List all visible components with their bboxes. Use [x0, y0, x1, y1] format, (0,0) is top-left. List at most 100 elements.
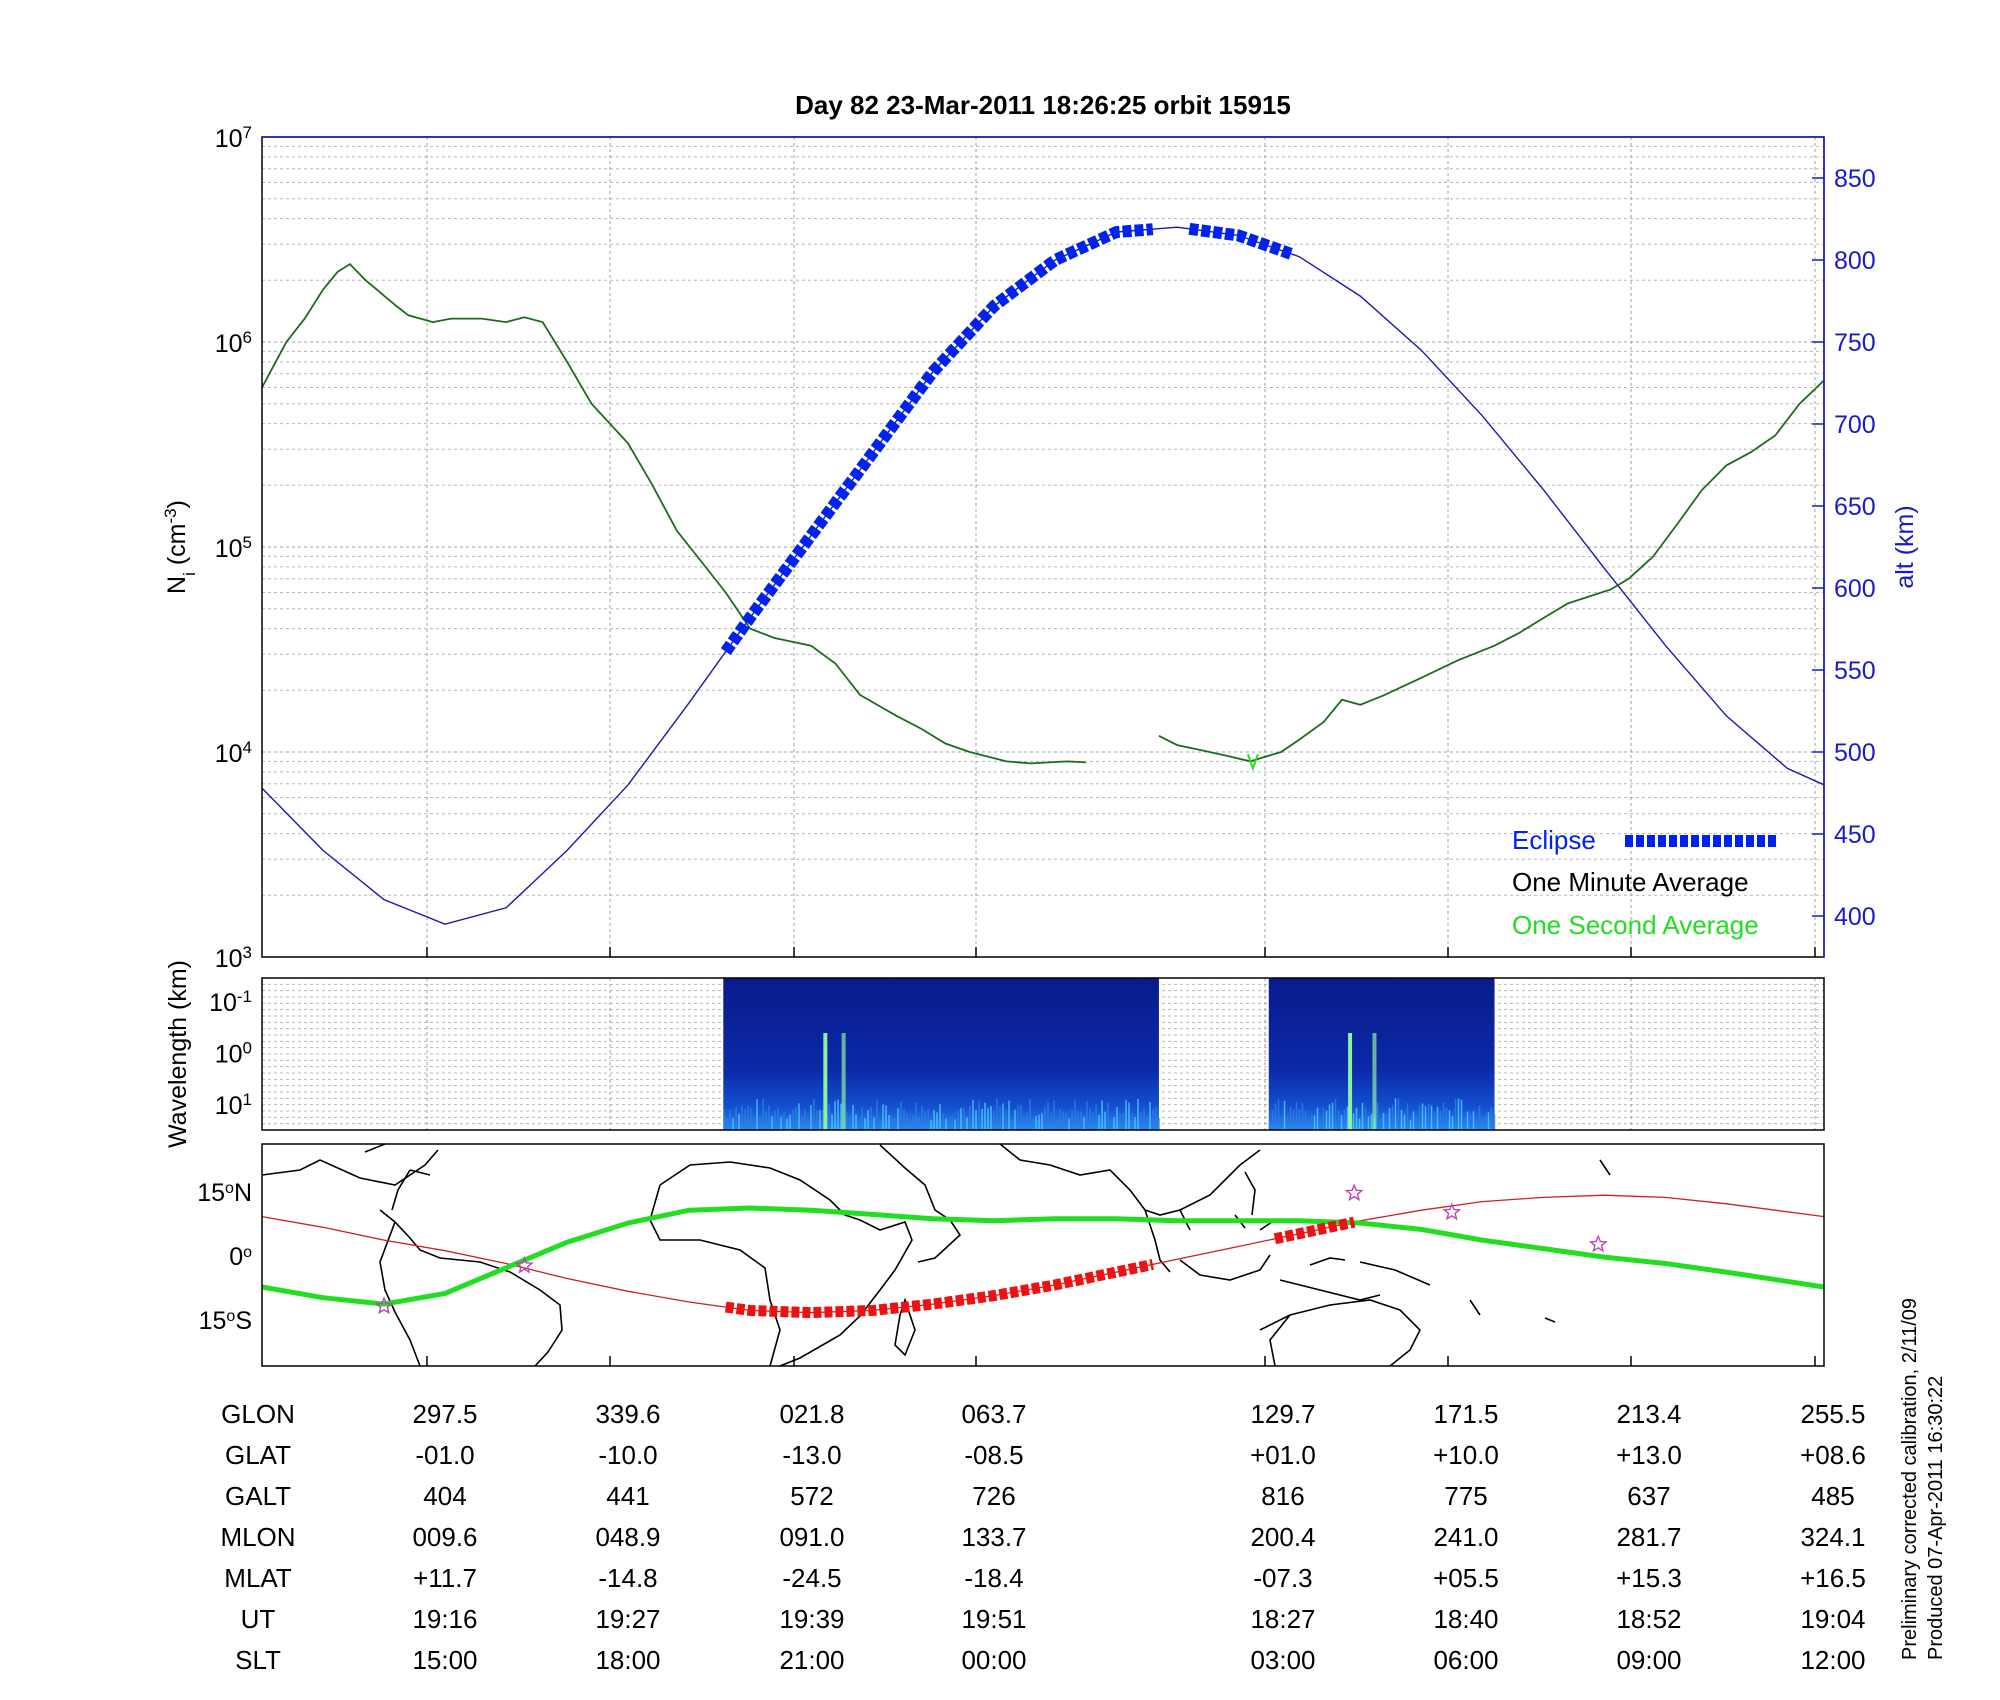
- table-row-label: GLON: [221, 1399, 295, 1429]
- spectrogram-texture: [1319, 1118, 1322, 1130]
- density-line-segment-0: [261, 262, 1086, 765]
- y2-tick-label-3: 550: [1834, 657, 1876, 685]
- spectrogram-texture: [1379, 1118, 1382, 1130]
- y2-tick-label-8: 800: [1834, 247, 1876, 275]
- spectrogram-texture: [1298, 1109, 1301, 1130]
- table-cell: 129.7: [1250, 1399, 1315, 1429]
- spectrogram-texture: [921, 1106, 923, 1130]
- spectrogram-texture: [1487, 1112, 1490, 1130]
- spectrogram-texture: [1032, 1119, 1034, 1130]
- table-cell: 19:04: [1800, 1604, 1865, 1634]
- table-cell: 200.4: [1250, 1522, 1315, 1552]
- spectrogram-texture: [774, 1110, 776, 1130]
- spectrogram-texture: [1358, 1118, 1361, 1130]
- density-panel: 103 104 105 106 107 400 450 500 550 600 650 700 750…: [161, 123, 1920, 974]
- calibration-note: Preliminary corrected calibration, 2/11/…: [1899, 1298, 1921, 1660]
- eclipse-segment-0: [720, 223, 1154, 656]
- altitude-ylabel: alt (km): [1891, 505, 1919, 588]
- table-cell: 241.0: [1433, 1522, 1498, 1552]
- spectrogram-texture: [975, 1109, 977, 1130]
- spectrogram-texture: [879, 1119, 881, 1130]
- spectrogram-texture: [1017, 1105, 1019, 1130]
- spectrogram-texture: [942, 1114, 944, 1130]
- spectrogram-texture: [789, 1114, 791, 1130]
- spectrogram-texture: [747, 1105, 749, 1130]
- spectrogram-texture: [783, 1112, 785, 1130]
- spectrogram-texture: [1098, 1114, 1100, 1130]
- y2-tick-label-2: 500: [1834, 739, 1876, 767]
- spectrogram-texture: [861, 1107, 863, 1130]
- spectrogram-texture: [834, 1101, 836, 1130]
- table-cell: 009.6: [412, 1522, 477, 1552]
- spectrogram-texture: [1295, 1101, 1298, 1130]
- spectrogram-texture: [1304, 1110, 1307, 1130]
- spectrogram-texture: [1077, 1111, 1079, 1130]
- spectrogram-texture: [1053, 1100, 1055, 1130]
- spectrogram-texture: [936, 1112, 938, 1130]
- spectrogram-texture: [846, 1112, 848, 1130]
- spectrogram-texture: [1089, 1108, 1091, 1130]
- density-line-segment-1: [1158, 379, 1825, 763]
- wavelength-tick-label-0: 10-1: [209, 986, 252, 1017]
- info-table: GLON 297.5 339.6 021.8 063.7 129.7 171.5 213.4 2…: [220, 1399, 1865, 1675]
- spectrogram-streak: [823, 1033, 828, 1130]
- table-cell: -24.5: [782, 1563, 841, 1593]
- table-cell: +15.3: [1616, 1563, 1682, 1593]
- spectrogram-texture: [1059, 1109, 1061, 1130]
- y2-tick-label-0: 400: [1834, 903, 1876, 931]
- spectrogram-texture: [1113, 1117, 1115, 1130]
- map-panel: 15oN 0o 15oS: [197, 1143, 1825, 1367]
- spectrogram-texture: [1044, 1106, 1046, 1130]
- wavelength-tick-label-1: 100: [215, 1038, 252, 1069]
- table-cell: 048.9: [595, 1522, 660, 1552]
- spectrogram-texture: [960, 1108, 962, 1130]
- coastlines: [261, 1143, 1611, 1367]
- spectrogram-texture: [1337, 1110, 1340, 1130]
- spectrogram-texture: [1280, 1119, 1283, 1130]
- spectrogram-texture: [855, 1114, 857, 1130]
- table-cell: 572: [790, 1481, 833, 1511]
- spectrogram-streak: [1348, 1033, 1353, 1130]
- density-ylabel: Ni (cm-3): [161, 500, 199, 594]
- spectrogram-texture: [1454, 1098, 1457, 1130]
- spectrogram-texture: [1403, 1114, 1406, 1130]
- spectrogram-texture: [1415, 1115, 1418, 1130]
- spectrogram-texture: [759, 1117, 761, 1130]
- spectrogram-texture: [1020, 1105, 1022, 1130]
- table-cell: 06:00: [1433, 1645, 1498, 1675]
- spectrogram-texture: [1364, 1106, 1367, 1130]
- spectrogram-texture: [726, 1117, 728, 1130]
- table-cell: 12:00: [1800, 1645, 1865, 1675]
- spectrogram-texture: [945, 1118, 947, 1130]
- table-cell: 281.7: [1616, 1522, 1681, 1552]
- spectrogram-texture: [1026, 1113, 1028, 1130]
- spectrogram-texture: [1346, 1106, 1349, 1130]
- spectrogram-texture: [1361, 1102, 1364, 1130]
- y-tick-label-3: 106: [215, 328, 252, 359]
- spectrogram-texture: [912, 1114, 914, 1130]
- spectrogram-texture: [1158, 1118, 1160, 1130]
- spectrogram-texture: [1056, 1118, 1058, 1130]
- table-cell: -08.5: [964, 1440, 1023, 1470]
- spectrogram-texture: [1110, 1118, 1112, 1130]
- spectrogram-texture: [1029, 1098, 1031, 1130]
- ground-eclipse-segment-1: [1273, 1216, 1356, 1245]
- legend-one-minute-label: One Minute Average: [1512, 867, 1749, 897]
- table-cell: 21:00: [779, 1645, 844, 1675]
- latitude-tick-label-2: 15oS: [199, 1307, 252, 1335]
- spectrogram-texture: [1418, 1105, 1421, 1130]
- spectrogram-texture: [1146, 1117, 1148, 1130]
- legend-eclipse-label: Eclipse: [1512, 825, 1596, 855]
- table-cell: +10.0: [1433, 1440, 1499, 1470]
- spectrogram-texture: [1086, 1101, 1088, 1130]
- spectrogram-texture: [1451, 1115, 1454, 1130]
- spectrogram-texture: [900, 1101, 902, 1130]
- spectrogram-texture: [1137, 1098, 1139, 1130]
- y-tick-label-4: 107: [215, 123, 252, 154]
- table-cell: 213.4: [1616, 1399, 1681, 1429]
- spectrogram-texture: [1367, 1116, 1370, 1130]
- spectrogram-texture: [831, 1114, 833, 1130]
- spectrogram-texture: [765, 1110, 767, 1130]
- eclipse-segment-1: [1188, 222, 1296, 261]
